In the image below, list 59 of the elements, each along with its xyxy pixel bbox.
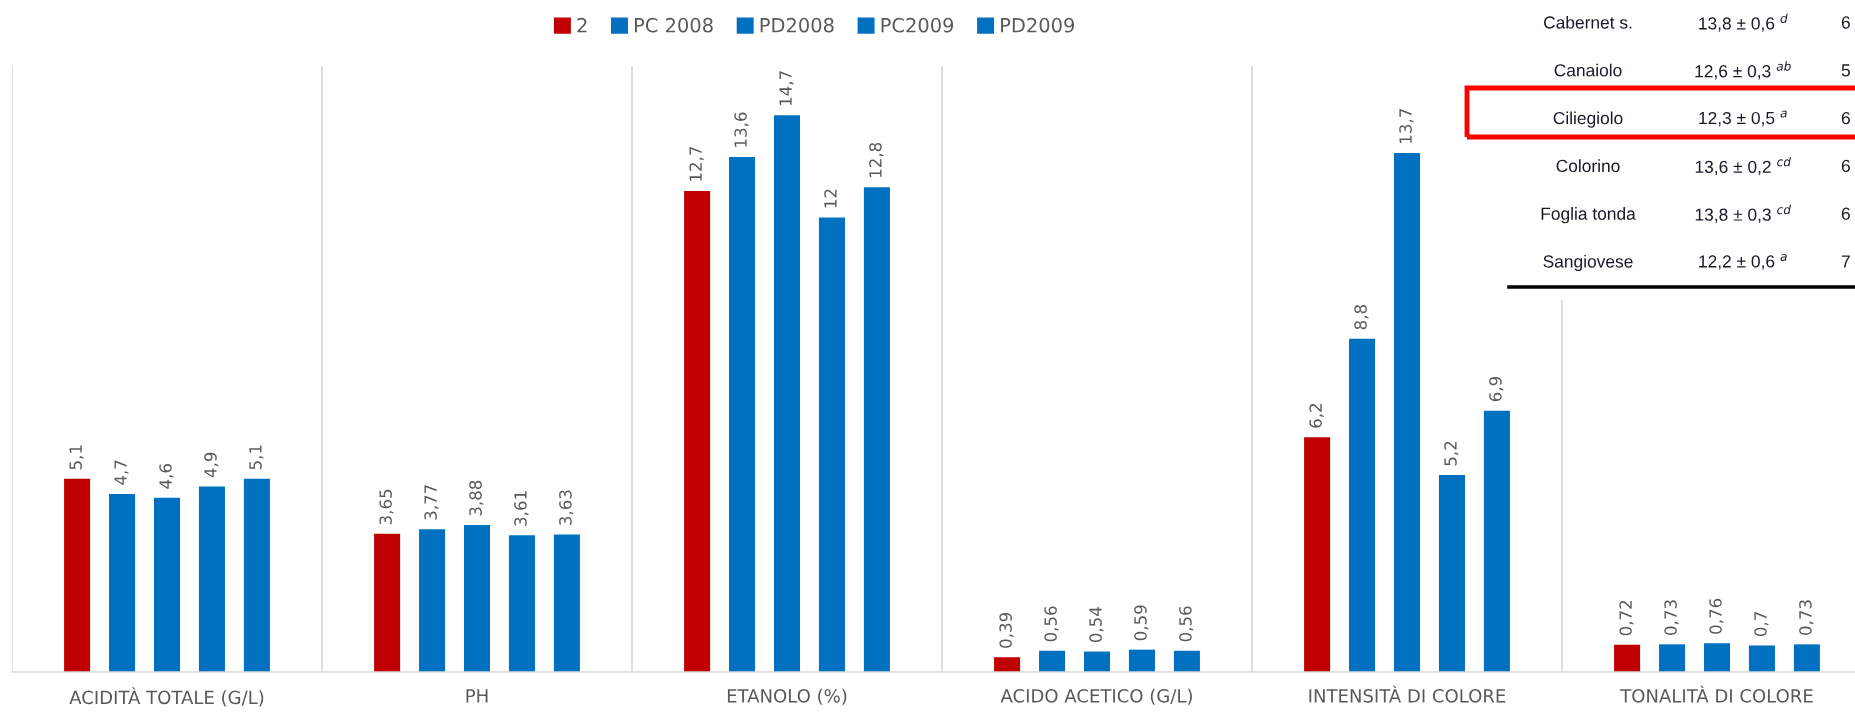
data-label: 6,2 [1309,404,1324,428]
legend-label: PC2009 [881,17,954,33]
data-label: 4,7 [114,460,129,485]
annotation: Ciliegiolo [1553,111,1623,128]
annotation: Sangiovese [1543,254,1633,272]
x-tick-label: ACIDO ACETICO (G/L) [1000,688,1192,705]
x-tick-label: PH [466,689,488,703]
annotation: 7 [1841,255,1850,268]
data-label: 0,76 [1709,598,1724,634]
data-label: 8,8 [1354,305,1369,330]
data-label: 14,7 [779,71,794,106]
data-label: 0,7 [1754,612,1769,637]
data-label: 4,6 [159,463,174,489]
x-tick-label: INTENSITÀ DI COLORE [1309,685,1506,703]
data-label: 0,73 [1799,600,1814,635]
annotation: 12,2 ± 0,6 $^{a}$ [1699,253,1787,270]
data-label: 0,54 [1089,607,1104,643]
data-label: 12,8 [869,142,884,178]
legend-label: 2 [577,17,587,33]
x-tick-label: TONALITÀ DI COLORE [1620,685,1813,703]
text: Cabernet s. [1544,15,1632,29]
annotation: 12,3 ± 0,5 $^{a}$ [1699,110,1787,127]
data-label: 3,63 [559,490,574,525]
data-label: 0,56 [1179,606,1194,642]
text: 13,8 ± 0,6 $^{d}$ [1699,13,1788,32]
data-label: 0,59 [1134,605,1149,641]
annotation: 12,6 ± 0,3 $^{ab}$ [1695,61,1791,80]
data-label: 6,9 [1489,377,1504,402]
data-label: 3,77 [424,485,439,520]
text: 6 [1841,16,1850,29]
data-label: 0,72 [1619,600,1634,636]
annotation: 13,6 ± 0,2 $^{cd}$ [1695,156,1792,176]
annotation: 6 [1841,111,1850,125]
data-label: 0,73 [1664,600,1679,635]
data-label: 13,7 [1399,109,1414,143]
data-label: 3,88 [469,480,484,516]
annotation: Colorino [1556,159,1620,173]
legend-label: PD2009 [1001,17,1075,33]
data-label: 5,2 [1444,441,1459,466]
annotation: 5 [1841,64,1850,77]
data-label: 0,56 [1044,606,1059,642]
data-label: 3,61 [514,491,529,526]
annotation: Foglia tonda [1541,207,1636,224]
data-label: 5,1 [249,445,264,470]
x-tick-label: ETANOLO (%) [727,688,847,705]
data-label: 12 [824,189,837,208]
data-label: 3,65 [379,489,394,525]
annotation: 6 [1841,207,1850,220]
data-label: 5,1 [69,445,84,470]
annotation: 6 [1841,159,1850,173]
annotation: Canaiolo [1554,63,1622,77]
data-label: 0,39 [999,612,1014,648]
data-label: 13,6 [734,112,749,147]
data-label: 4,9 [204,452,219,478]
data-label: 12,7 [689,146,704,181]
x-tick-label: ACIDITÀ TOTALE (G/L) [69,687,264,707]
legend-label: PD2008 [760,17,834,33]
annotation: 13,8 ± 0,3 $^{cd}$ [1695,204,1792,223]
legend-label: PC 2008 [635,17,713,33]
